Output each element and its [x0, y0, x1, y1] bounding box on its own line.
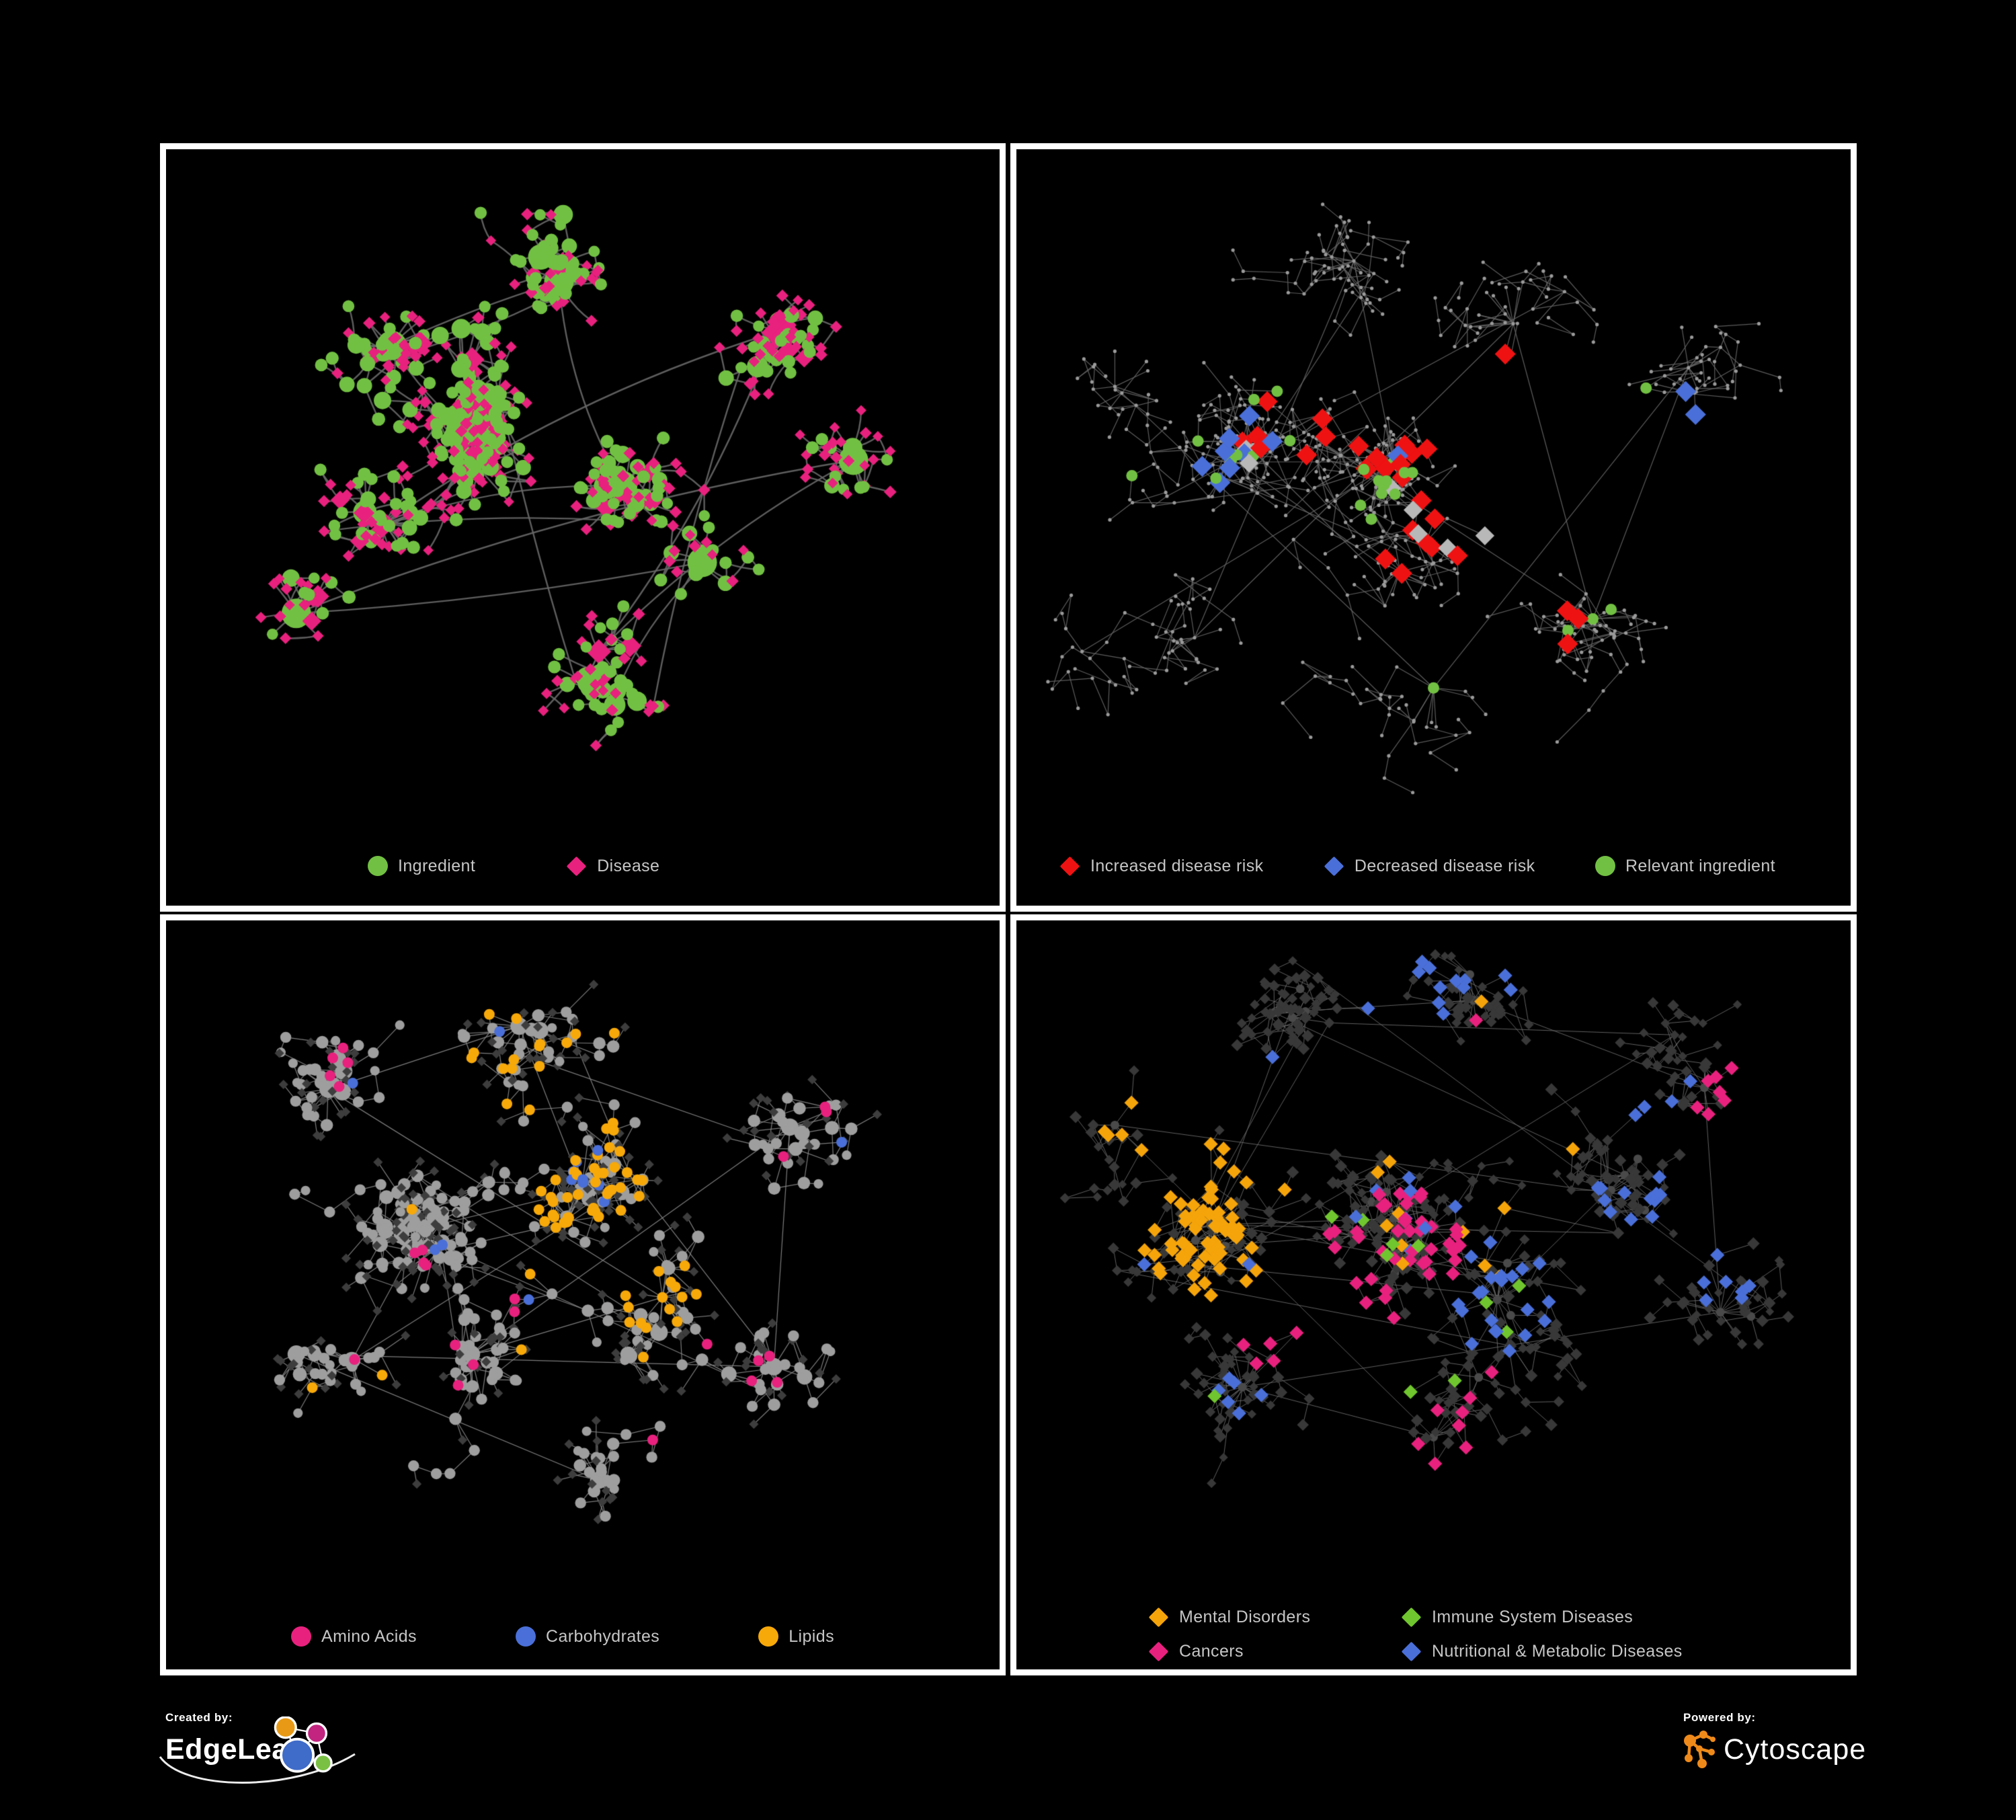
edgeleap-node-green: [313, 1753, 333, 1773]
legend-label-decreased-risk: Decreased disease risk: [1354, 856, 1535, 875]
panel-disease-classes: Mental Disorders Immune System Diseases …: [1010, 914, 1857, 1675]
edgeleap-logo: Created by: EdgeLeap: [159, 1711, 367, 1784]
legend-item-immune-diseases: Immune System Diseases: [1401, 1607, 1683, 1628]
disease-diamond-icon: [566, 856, 587, 876]
legend-item-mental-disorders: Mental Disorders: [1148, 1607, 1401, 1628]
legend-ingredient-disease: Ingredient Disease: [166, 856, 1000, 876]
legend-label-ingredient: Ingredient: [398, 856, 476, 875]
legend-item-disease: Disease: [566, 856, 660, 876]
panel-disease-risk: Increased disease risk Decreased disease…: [1010, 143, 1857, 912]
legend-disease-classes: Mental Disorders Immune System Diseases …: [1016, 1607, 1851, 1662]
network-canvas-disease-classes: [1016, 920, 1851, 1669]
legend-item-increased-risk: Increased disease risk: [1059, 856, 1264, 876]
legend-label-disease: Disease: [597, 856, 660, 875]
created-by-label: Created by:: [165, 1711, 233, 1724]
cytoscape-wordmark: Cytoscape: [1724, 1733, 1867, 1766]
network-canvas-disease-risk: [1016, 149, 1851, 906]
legend-label-relevant-ingredient: Relevant ingredient: [1625, 856, 1775, 875]
mental-disorders-diamond-icon: [1148, 1607, 1169, 1628]
amino-acids-circle-icon: [291, 1626, 311, 1647]
legend-item-cancers: Cancers: [1148, 1641, 1401, 1662]
network-canvas-nutrient-classes: [166, 920, 1000, 1669]
cytoscape-logo: Powered by:: [1683, 1711, 1866, 1769]
nutritional-metabolic-diamond-icon: [1401, 1641, 1422, 1662]
panel-nutrient-classes: Amino Acids Carbohydrates Lipids: [160, 914, 1006, 1675]
network-canvas-ingredient-disease: [166, 149, 1000, 906]
panel-ingredient-disease: Ingredient Disease: [160, 143, 1006, 912]
legend-item-relevant-ingredient: Relevant ingredient: [1595, 856, 1775, 876]
edgeleap-node-orange: [274, 1716, 297, 1739]
legend-label-increased-risk: Increased disease risk: [1090, 856, 1264, 875]
relevant-ingredient-circle-icon: [1595, 856, 1615, 876]
legend-label-immune-diseases: Immune System Diseases: [1432, 1608, 1634, 1626]
legend-label-cancers: Cancers: [1179, 1642, 1244, 1661]
edgeleap-node-magenta: [305, 1722, 328, 1745]
decreased-risk-diamond-icon: [1324, 856, 1344, 876]
immune-diseases-diamond-icon: [1401, 1607, 1422, 1628]
edgeleap-row: EdgeLeap: [159, 1716, 367, 1784]
legend-item-lipids: Lipids: [758, 1626, 834, 1647]
legend-label-lipids: Lipids: [789, 1626, 834, 1646]
legend-label-carbohydrates: Carbohydrates: [546, 1626, 660, 1646]
carbohydrates-circle-icon: [516, 1626, 536, 1647]
powered-by-label: Powered by:: [1683, 1711, 1756, 1724]
legend-label-nutritional-metabolic: Nutritional & Metabolic Diseases: [1432, 1642, 1683, 1661]
legend-nutrient-classes: Amino Acids Carbohydrates Lipids: [166, 1626, 1000, 1647]
increased-risk-diamond-icon: [1059, 856, 1080, 876]
cancers-diamond-icon: [1148, 1641, 1169, 1662]
legend-disease-risk: Increased disease risk Decreased disease…: [1016, 856, 1851, 876]
legend-item-nutritional-metabolic: Nutritional & Metabolic Diseases: [1401, 1641, 1683, 1662]
cytoscape-row: Cytoscape: [1683, 1730, 1866, 1769]
legend-item-decreased-risk: Decreased disease risk: [1324, 856, 1535, 876]
legend-label-amino-acids: Amino Acids: [321, 1626, 417, 1646]
ingredient-circle-icon: [368, 856, 388, 876]
lipids-circle-icon: [758, 1626, 779, 1647]
legend-label-mental-disorders: Mental Disorders: [1179, 1608, 1311, 1626]
legend-item-carbohydrates: Carbohydrates: [516, 1626, 659, 1647]
legend-item-ingredient: Ingredient: [368, 856, 475, 876]
edgeleap-mark-icon: [274, 1716, 333, 1773]
edgeleap-node-blue: [280, 1737, 315, 1773]
legend-item-amino-acids: Amino Acids: [291, 1626, 417, 1647]
cytoscape-mark-icon: [1684, 1731, 1716, 1768]
